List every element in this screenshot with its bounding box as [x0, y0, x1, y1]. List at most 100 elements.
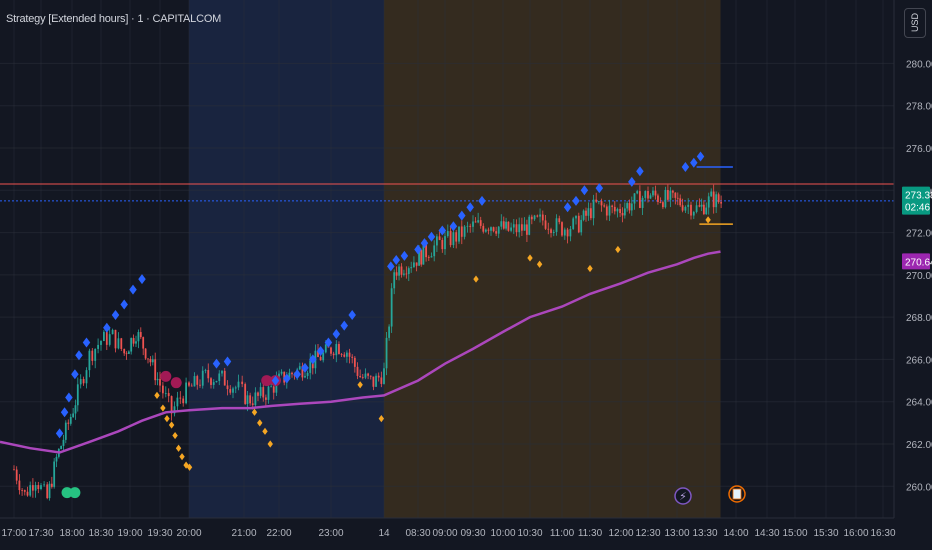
candle-body — [50, 483, 53, 487]
candle-body — [390, 288, 393, 327]
candle-body — [267, 386, 270, 400]
candle-body — [449, 231, 452, 246]
exit-circle-marker — [61, 487, 73, 499]
candle-body — [662, 202, 664, 208]
buy-signal-marker — [690, 157, 698, 168]
candle-body — [550, 229, 552, 233]
candle-body — [420, 250, 423, 265]
time-tick-label: 13:00 — [664, 528, 689, 539]
candle-body — [558, 218, 561, 223]
buy-signal-marker — [628, 176, 636, 187]
buy-signal-marker — [75, 350, 83, 361]
candle-body — [433, 245, 436, 257]
exit-circle-marker — [160, 370, 172, 382]
candle-body — [674, 192, 677, 198]
candle-body — [572, 218, 575, 229]
premarket-session-shade — [189, 0, 384, 518]
candle-body — [490, 227, 492, 231]
candle-body — [515, 224, 518, 233]
candle-body — [664, 189, 667, 208]
candle-body — [369, 375, 372, 377]
ma-price-badge — [902, 253, 930, 270]
candle-body — [167, 393, 170, 397]
candle-body — [430, 256, 433, 258]
time-tick-label: 16:00 — [843, 528, 868, 539]
price-tick-label: 276.00 — [906, 144, 932, 155]
buy-signal-marker — [65, 392, 73, 403]
candle-body — [201, 370, 204, 386]
candle-body — [671, 190, 674, 193]
candle-body — [40, 485, 42, 490]
candle-body — [223, 370, 226, 386]
candle-body — [427, 257, 430, 258]
candle-body — [127, 351, 130, 354]
dividend-event-icon[interactable] — [674, 487, 692, 505]
candle-body — [644, 191, 647, 198]
candle-body — [91, 350, 94, 361]
candle-body — [403, 273, 405, 275]
time-tick-label: 18:30 — [88, 528, 113, 539]
candle-body — [547, 228, 550, 230]
candle-body — [585, 210, 587, 216]
candle-body — [676, 197, 679, 199]
candle-body — [130, 338, 133, 352]
candle-body — [105, 331, 108, 345]
candle-body — [444, 236, 446, 250]
candle-body — [619, 208, 622, 213]
currency-button[interactable]: USD — [904, 8, 926, 38]
candle-body — [702, 204, 705, 215]
candle-body — [628, 203, 631, 211]
candle-body — [62, 439, 65, 447]
candle-body — [666, 189, 669, 200]
candle-body — [582, 210, 585, 220]
candle-body — [541, 214, 544, 221]
buy-signal-marker — [580, 185, 589, 196]
candle-body — [291, 372, 293, 375]
time-tick-label: 12:30 — [635, 528, 660, 539]
buy-signal-marker — [696, 151, 705, 162]
candle-body — [159, 378, 161, 386]
time-tick-label: 14:30 — [754, 528, 779, 539]
buy-signal-marker — [120, 299, 128, 310]
candle-body — [687, 204, 690, 207]
buy-signal-marker — [387, 261, 395, 272]
buy-signal-marker — [82, 337, 91, 348]
sell-signal-marker — [251, 408, 258, 416]
candle-body — [340, 354, 343, 355]
candle-body — [270, 386, 273, 388]
candle-body — [280, 371, 283, 374]
market-session-shade — [384, 0, 721, 518]
chart-title[interactable]: Strategy [Extended hours] · 1 · CAPITALC… — [6, 13, 222, 25]
candle-body — [100, 340, 102, 345]
candle-body — [298, 366, 301, 370]
candle-body — [477, 220, 480, 223]
candle-body — [425, 244, 427, 258]
candle-body — [505, 221, 507, 229]
candle-body — [76, 384, 79, 406]
buy-signal-marker — [55, 428, 64, 439]
candle-body — [164, 393, 167, 394]
sell-signal-marker — [164, 415, 170, 423]
candle-body — [179, 397, 182, 399]
price-tick-label: 260.00 — [906, 482, 932, 493]
candle-body — [15, 469, 18, 481]
candle-body — [244, 384, 247, 404]
candle-body — [495, 231, 498, 234]
time-tick-label: 09:30 — [460, 528, 485, 539]
candle-body — [413, 262, 415, 268]
earnings-event-glyph — [732, 488, 742, 500]
candle-body — [479, 220, 482, 226]
candle-body — [226, 385, 229, 390]
sell-signal-marker — [154, 391, 160, 399]
candle-body — [597, 201, 600, 202]
candle-body — [621, 212, 624, 216]
candle-body — [37, 485, 40, 490]
buy-signal-marker — [681, 162, 690, 173]
sell-signal-marker — [357, 381, 363, 389]
buy-signal-marker — [449, 221, 458, 232]
candle-body — [154, 359, 157, 381]
candle-body — [400, 266, 403, 275]
candle-body — [502, 221, 505, 229]
